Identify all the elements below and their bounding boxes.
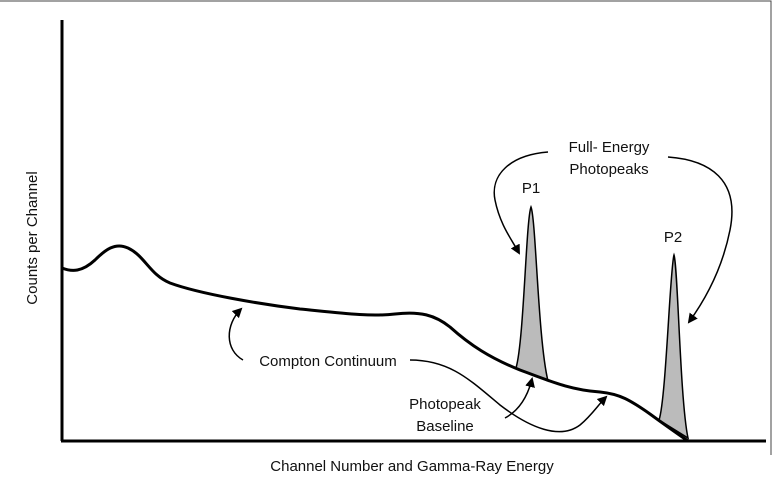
- peak-p2: [658, 252, 690, 440]
- peak-p1: [515, 204, 550, 383]
- arrow-compton-up: [228, 307, 244, 361]
- spectrum-curve: [61, 244, 689, 443]
- arrow-compton-right: [409, 359, 608, 433]
- full-energy-label: Full- Energy: [569, 139, 650, 156]
- full-energy-label: Photopeaks: [569, 161, 648, 178]
- y-axis-label: Counts per Channel: [24, 171, 41, 304]
- baseline-label: Photopeak: [409, 396, 481, 413]
- arrow-p1: [493, 151, 549, 255]
- frame: [0, 0, 772, 455]
- arrow-p2: [667, 156, 733, 324]
- baseline-label: Baseline: [416, 418, 474, 435]
- peak-label: P2: [664, 229, 682, 246]
- compton-label: Compton Continuum: [259, 353, 397, 370]
- arrow-baseline: [504, 377, 535, 419]
- peak-label: P1: [522, 180, 540, 197]
- x-axis-label: Channel Number and Gamma-Ray Energy: [270, 458, 554, 475]
